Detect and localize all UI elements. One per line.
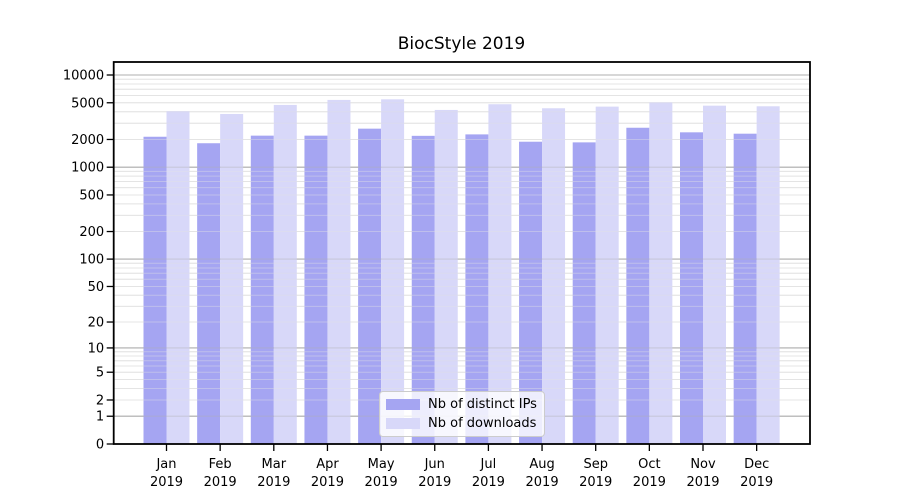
y-tick-label-100: 100: [79, 253, 104, 268]
legend-swatch-downloads: [386, 418, 420, 430]
y-tick-label-5: 5: [96, 366, 104, 381]
bar-nov-distinct-ips: [680, 132, 703, 445]
bar-mar-distinct-ips: [250, 135, 274, 444]
y-tick-label-1000: 1000: [71, 161, 104, 176]
y-tick-label-10: 10: [88, 341, 105, 356]
y-tick-label-10000: 10000: [63, 69, 104, 84]
x-tick-label-jul: Jul 2019: [472, 457, 505, 490]
legend: Nb of distinct IPs Nb of downloads: [379, 391, 545, 437]
x-tick-label-sep: Sep 2019: [579, 457, 612, 490]
chart-title: BiocStyle 2019: [397, 34, 526, 54]
bar-aug-distinct-ips: [519, 141, 543, 444]
bar-feb-downloads: [220, 113, 244, 445]
x-tick-label-aug: Aug 2019: [526, 457, 559, 490]
bar-sep-downloads: [595, 106, 619, 444]
bar-dec-distinct-ips: [733, 133, 757, 445]
x-tick-label-may: May 2019: [365, 457, 398, 490]
bar-feb-distinct-ips: [197, 143, 221, 444]
bar-jul-distinct-ips: [465, 134, 489, 444]
bar-jun-distinct-ips: [411, 135, 435, 444]
y-tick-label-50: 50: [88, 280, 105, 295]
x-tick-label-jun: Jun 2019: [418, 457, 451, 490]
bar-dec-downloads: [756, 106, 780, 444]
bar-apr-downloads: [327, 99, 351, 444]
plot-border: [112, 61, 811, 445]
y-tick-label-0: 0: [96, 438, 104, 453]
y-tick-label-200: 200: [79, 225, 104, 240]
bar-nov-downloads: [703, 105, 726, 445]
bar-oct-distinct-ips: [626, 127, 650, 445]
y-tick-label-2000: 2000: [71, 133, 104, 148]
x-tick-label-nov: Nov 2019: [686, 457, 719, 490]
legend-swatch-distinct-ips: [386, 398, 420, 410]
legend-item-distinct-ips: Nb of distinct IPs: [386, 397, 544, 412]
y-tick-label-1: 1: [96, 410, 104, 425]
bar-may-distinct-ips: [358, 128, 382, 444]
x-tick-label-mar: Mar 2019: [257, 457, 290, 490]
y-tick-label-2: 2: [96, 393, 104, 408]
bar-oct-downloads: [649, 102, 673, 445]
legend-label-distinct-ips: Nb of distinct IPs: [428, 396, 537, 412]
bar-jan-distinct-ips: [143, 136, 167, 444]
bar-jun-downloads: [434, 109, 458, 445]
bar-sep-distinct-ips: [572, 142, 596, 444]
x-tick-label-apr: Apr 2019: [311, 457, 344, 490]
x-tick-label-dec: Dec 2019: [740, 457, 773, 490]
legend-label-downloads: Nb of downloads: [428, 416, 537, 432]
y-tick-label-5000: 5000: [71, 96, 104, 111]
x-tick-label-feb: Feb 2019: [204, 457, 237, 490]
bar-mar-downloads: [273, 104, 297, 445]
x-tick-label-oct: Oct 2019: [633, 457, 666, 490]
bar-aug-downloads: [542, 108, 566, 444]
bar-jul-downloads: [488, 104, 512, 445]
y-tick-label-500: 500: [79, 188, 104, 203]
bar-jan-downloads: [166, 111, 190, 444]
bar-apr-distinct-ips: [304, 135, 328, 444]
legend-item-downloads: Nb of downloads: [386, 416, 544, 431]
y-tick-label-20: 20: [88, 316, 105, 331]
bar-may-downloads: [381, 99, 405, 444]
x-tick-label-jan: Jan 2019: [150, 457, 183, 490]
